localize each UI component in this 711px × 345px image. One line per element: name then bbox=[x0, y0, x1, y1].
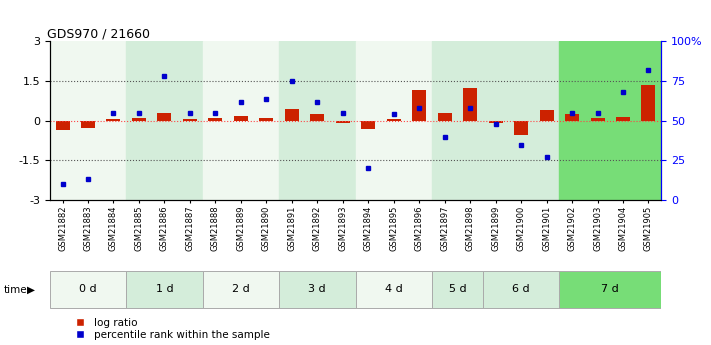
Bar bbox=[412, 90, 426, 121]
Bar bbox=[279, 41, 356, 200]
Bar bbox=[127, 271, 203, 308]
Bar bbox=[50, 41, 127, 200]
Bar bbox=[432, 271, 483, 308]
Bar bbox=[387, 119, 401, 121]
Bar bbox=[208, 118, 223, 121]
Bar bbox=[260, 118, 273, 121]
Bar bbox=[203, 271, 279, 308]
Bar bbox=[488, 121, 503, 122]
Text: 7 d: 7 d bbox=[602, 284, 619, 294]
Bar bbox=[514, 121, 528, 135]
Text: 5 d: 5 d bbox=[449, 284, 466, 294]
Bar bbox=[565, 114, 579, 121]
Text: 2 d: 2 d bbox=[232, 284, 250, 294]
Bar bbox=[203, 41, 279, 200]
Bar bbox=[560, 271, 661, 308]
Bar bbox=[356, 41, 432, 200]
Bar bbox=[183, 119, 197, 121]
Bar bbox=[157, 113, 171, 121]
Text: 3 d: 3 d bbox=[309, 284, 326, 294]
Bar bbox=[616, 117, 630, 121]
Bar bbox=[641, 85, 656, 121]
Bar bbox=[234, 116, 248, 121]
Legend: log ratio, percentile rank within the sample: log ratio, percentile rank within the sa… bbox=[69, 318, 270, 340]
Bar bbox=[540, 110, 554, 121]
Bar bbox=[361, 121, 375, 129]
Bar bbox=[438, 114, 451, 121]
Bar bbox=[336, 121, 350, 122]
Text: time: time bbox=[4, 285, 27, 295]
Bar bbox=[591, 118, 604, 121]
Bar bbox=[127, 41, 203, 200]
Bar bbox=[463, 88, 477, 121]
Text: 4 d: 4 d bbox=[385, 284, 402, 294]
Text: 0 d: 0 d bbox=[79, 284, 97, 294]
Text: ▶: ▶ bbox=[27, 285, 35, 295]
Bar bbox=[132, 118, 146, 121]
Bar bbox=[483, 271, 560, 308]
Text: 1 d: 1 d bbox=[156, 284, 173, 294]
Bar bbox=[107, 119, 120, 121]
Bar bbox=[55, 121, 70, 130]
Bar bbox=[279, 271, 356, 308]
Bar bbox=[356, 271, 432, 308]
Bar bbox=[560, 41, 661, 200]
Bar bbox=[483, 41, 560, 200]
Bar bbox=[81, 121, 95, 128]
Bar bbox=[50, 271, 127, 308]
Bar bbox=[432, 41, 483, 200]
Text: 6 d: 6 d bbox=[513, 284, 530, 294]
Bar bbox=[285, 109, 299, 121]
Text: GDS970 / 21660: GDS970 / 21660 bbox=[47, 27, 150, 40]
Bar bbox=[310, 114, 324, 121]
